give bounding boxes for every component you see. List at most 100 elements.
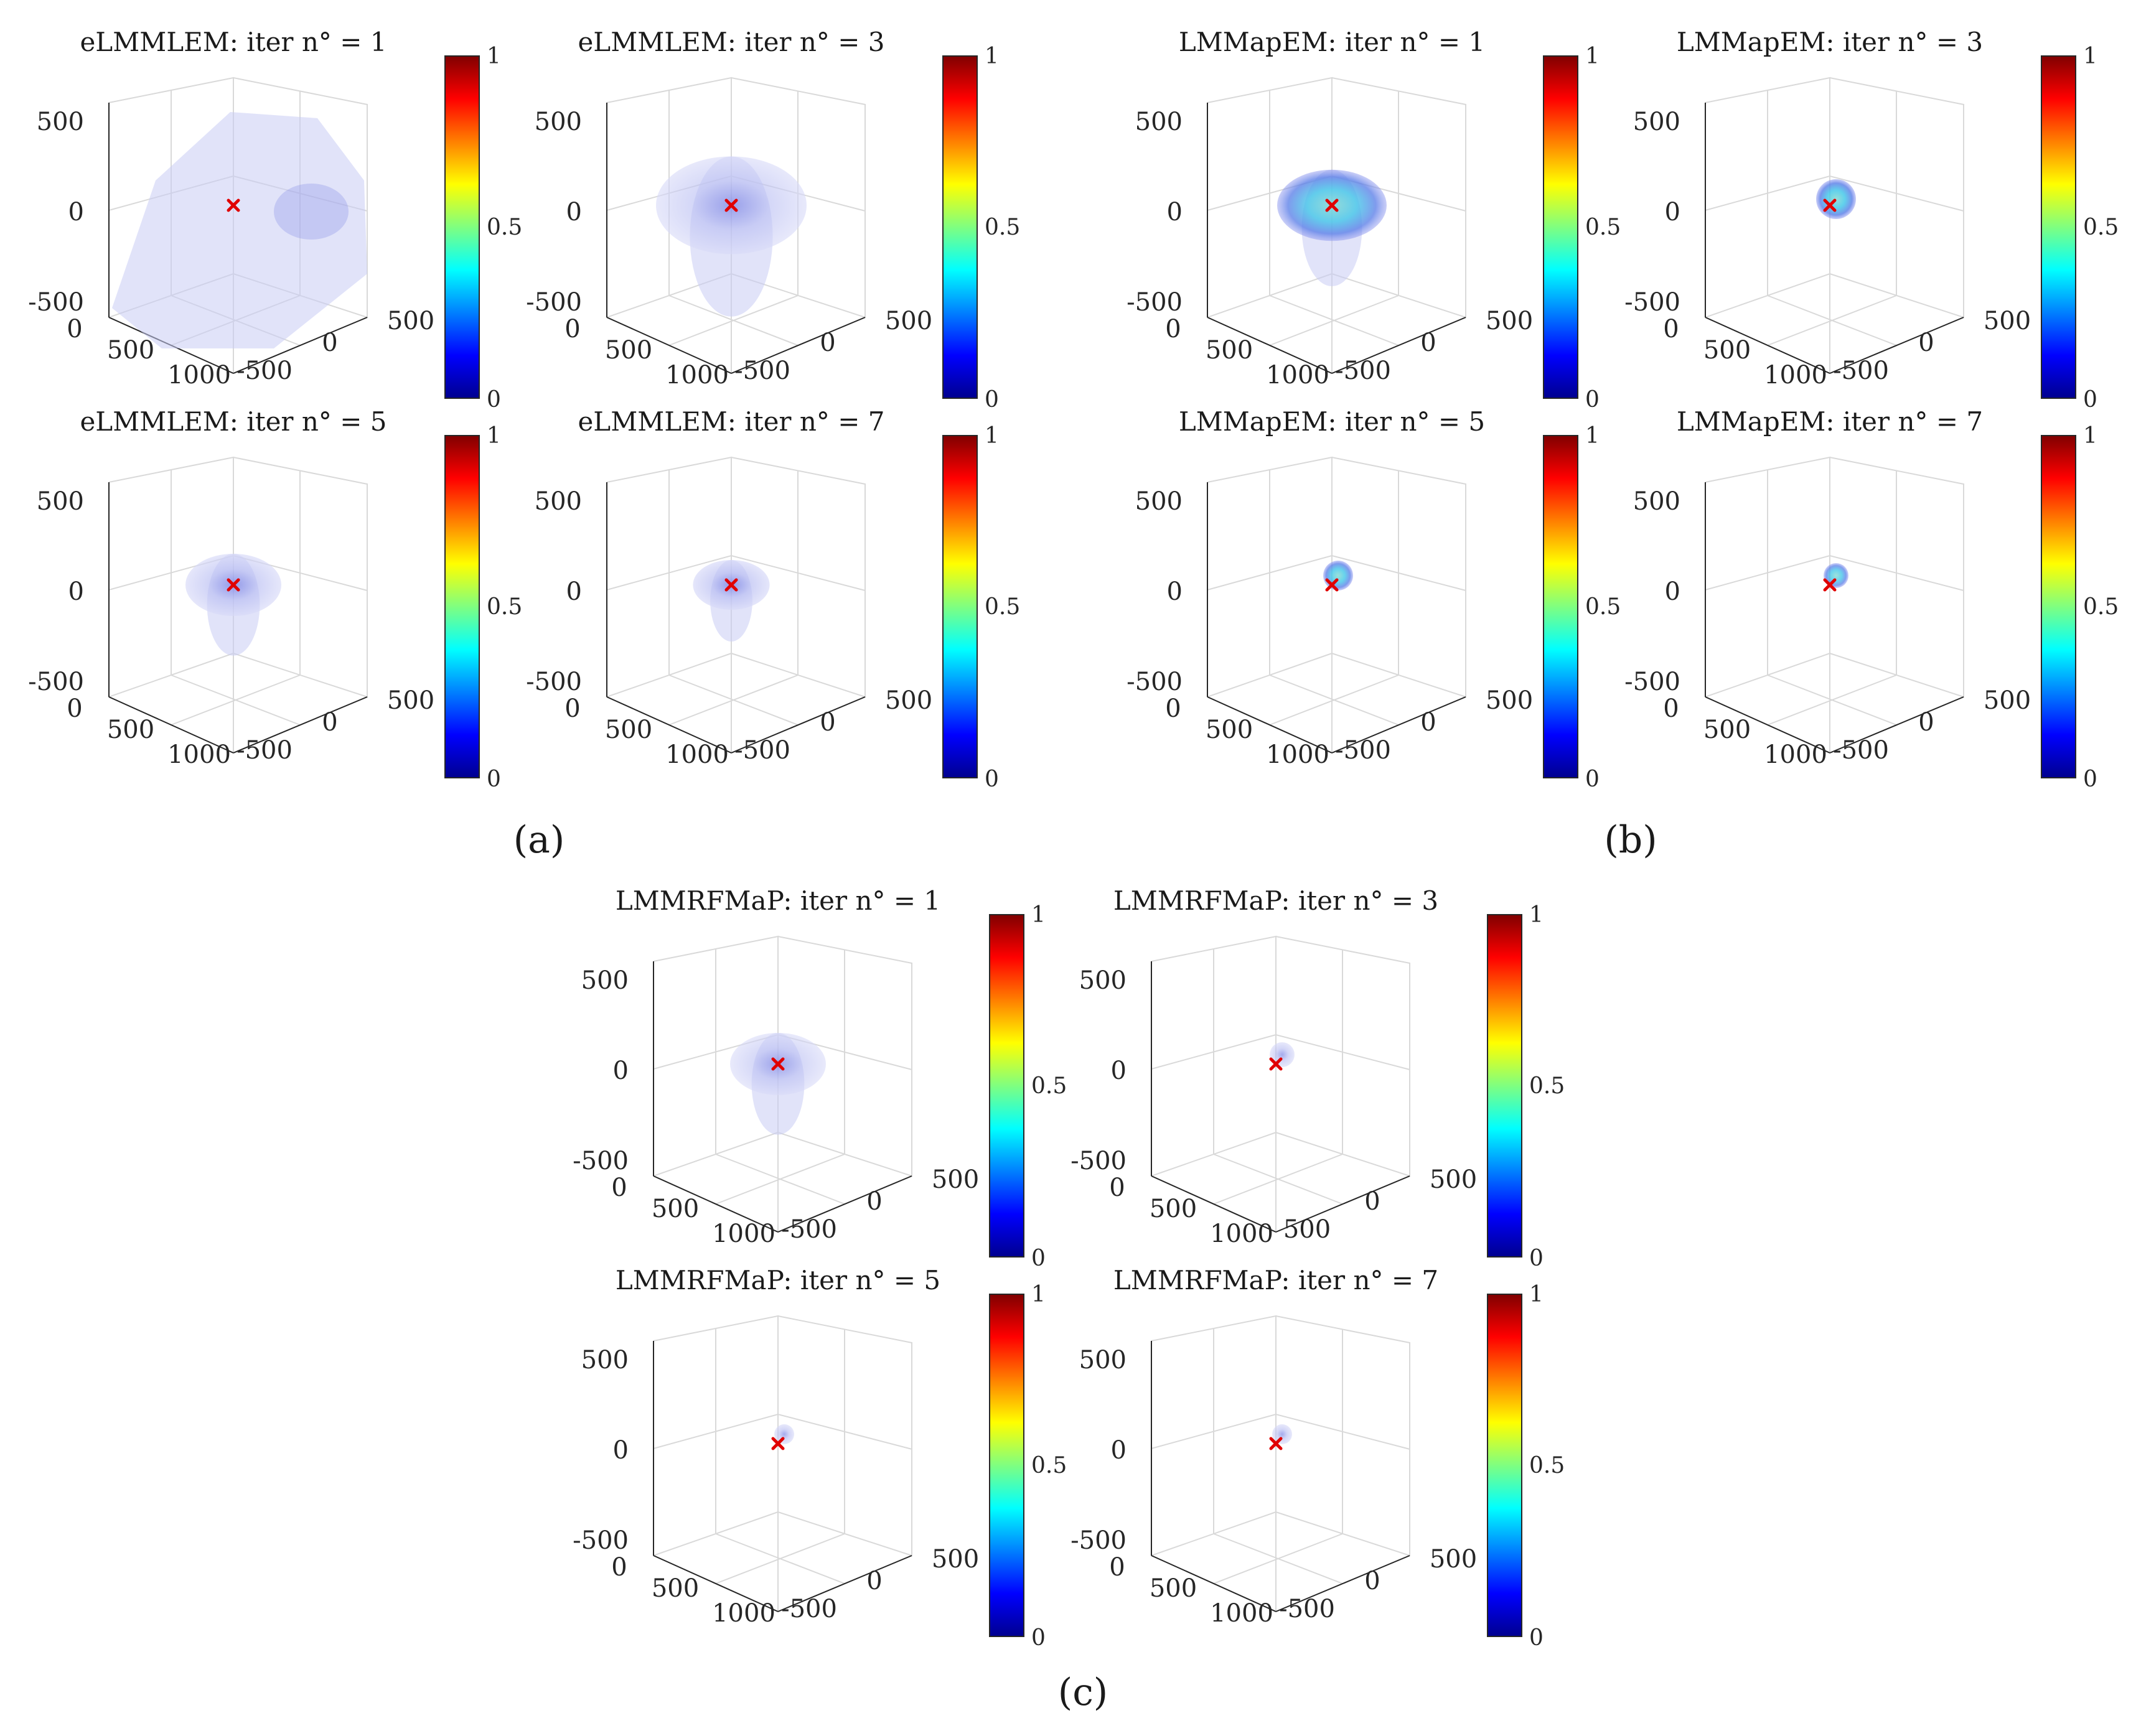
x-axis-line — [1207, 317, 1333, 374]
box-mid-grid-z0 — [653, 1413, 912, 1450]
box-mid-grid-z0 — [606, 554, 866, 591]
colorbar-tick-label: 1 — [985, 44, 999, 69]
x-axis-line — [606, 696, 732, 754]
y-tick-label: -500 — [237, 357, 293, 385]
panel-title: LMMRFMaP: iter n° = 1 — [616, 885, 940, 916]
volume-blob — [1272, 1424, 1292, 1444]
y-tick-label: 0 — [322, 708, 337, 737]
colorbar-tick-label: 0.5 — [1529, 1073, 1565, 1099]
box-floor-grid-2 — [668, 674, 799, 726]
colorbar-tick-label: 1 — [2083, 44, 2097, 69]
colorbar — [2041, 55, 2076, 399]
colorbar — [942, 55, 978, 399]
x-tick-label: 0 — [611, 1174, 627, 1202]
z-tick-label: -500 — [1070, 1526, 1127, 1555]
x-tick-label: 1000 — [1266, 361, 1329, 390]
x-tick-label: 0 — [1109, 1174, 1125, 1202]
volume-cloud-dense — [274, 184, 349, 240]
colorbar — [1543, 55, 1578, 399]
y-tick-label: -500 — [781, 1595, 837, 1623]
y-tick-label: -500 — [1279, 1595, 1335, 1623]
colorbar — [989, 914, 1024, 1258]
y-axis-line — [731, 696, 866, 754]
y-tick-label: 500 — [1984, 686, 2031, 715]
x-tick-label: 500 — [1703, 336, 1751, 365]
y-tick-label: 500 — [932, 1165, 979, 1194]
source-marker-stroke — [1325, 198, 1339, 212]
y-tick-label: -500 — [734, 736, 790, 765]
colorbar-tick-label: 0.5 — [487, 594, 522, 620]
colorbar-tick-label: 0.5 — [1031, 1073, 1067, 1099]
y-tick-label: -500 — [1335, 357, 1391, 385]
z-tick-label: -500 — [1624, 288, 1680, 317]
x-axis-line — [1705, 696, 1830, 754]
subfigure-label-a: (a) — [513, 818, 565, 862]
source-marker-stroke — [1325, 578, 1339, 592]
x-tick-label: 0 — [1663, 694, 1679, 723]
x-tick-label: 0 — [1109, 1553, 1125, 1582]
colorbar-tick-label: 0.5 — [2083, 215, 2119, 240]
panel-title: eLMMLEM: iter n° = 3 — [578, 27, 884, 57]
source-marker-stroke — [1823, 198, 1837, 212]
x-tick-label: 1000 — [712, 1220, 775, 1248]
panel-title: LMMRFMaP: iter n° = 3 — [1113, 885, 1438, 916]
y-tick-label: 500 — [1283, 1215, 1331, 1244]
x-tick-label: 500 — [652, 1574, 699, 1603]
box-floor-grid-2 — [715, 1533, 845, 1584]
colorbar-tick-label: 1 — [1031, 1282, 1046, 1307]
source-marker-stroke — [227, 578, 240, 592]
source-marker-stroke — [724, 578, 738, 592]
z-tick-label: 0 — [566, 577, 582, 606]
y-axis-line — [1275, 1555, 1410, 1612]
volume-blob — [1270, 1042, 1295, 1067]
z-tick-label: 500 — [37, 108, 84, 136]
x-tick-label: 1000 — [1764, 740, 1827, 769]
z-tick-label: 0 — [1111, 1436, 1127, 1465]
y-tick-label: 500 — [387, 686, 434, 715]
source-marker-stroke — [771, 1057, 785, 1071]
panel-title: LMMapEM: iter n° = 5 — [1179, 406, 1485, 437]
colorbar-tick-label: 0 — [1585, 767, 1600, 792]
box-mid-grid-z0 — [1151, 1034, 1410, 1070]
y-tick-label: 500 — [1430, 1165, 1477, 1194]
y-tick-label: 500 — [1486, 686, 1533, 715]
x-axis-line — [653, 1175, 779, 1233]
box-floor-grid-2 — [1213, 1154, 1343, 1205]
source-marker-stroke — [771, 1437, 785, 1450]
colorbar — [989, 1294, 1024, 1637]
colorbar-tick-label: 0.5 — [1585, 594, 1621, 620]
volume-blob — [1816, 179, 1856, 219]
x-tick-label: 1000 — [1764, 361, 1827, 390]
y-axis-line — [731, 317, 866, 374]
box-floor-grid-2 — [1269, 674, 1399, 726]
y-tick-label: 0 — [866, 1187, 882, 1216]
z-tick-label: -500 — [526, 668, 582, 696]
x-tick-label: 500 — [1150, 1195, 1197, 1223]
x-tick-label: 1000 — [1210, 1599, 1273, 1628]
colorbar-tick-label: 1 — [1031, 902, 1046, 928]
source-marker-stroke — [1823, 578, 1837, 592]
z-tick-label: 500 — [1079, 1346, 1127, 1374]
x-tick-label: 0 — [611, 1553, 627, 1582]
colorbar — [444, 55, 480, 399]
y-tick-label: 0 — [322, 329, 337, 357]
z-tick-label: 0 — [1111, 1057, 1127, 1085]
z-tick-label: 500 — [535, 108, 582, 136]
x-axis-line — [1151, 1175, 1277, 1233]
colorbar — [444, 435, 480, 778]
y-tick-label: -500 — [237, 736, 293, 765]
z-tick-label: 0 — [1167, 198, 1183, 226]
panel-title: eLMMLEM: iter n° = 7 — [578, 406, 884, 437]
x-tick-label: 500 — [1703, 716, 1751, 744]
y-tick-label: -500 — [1833, 357, 1889, 385]
x-tick-label: 1000 — [1210, 1220, 1273, 1248]
y-axis-line — [1829, 317, 1964, 374]
y-axis-line — [1331, 696, 1466, 754]
x-axis-line — [606, 317, 732, 374]
